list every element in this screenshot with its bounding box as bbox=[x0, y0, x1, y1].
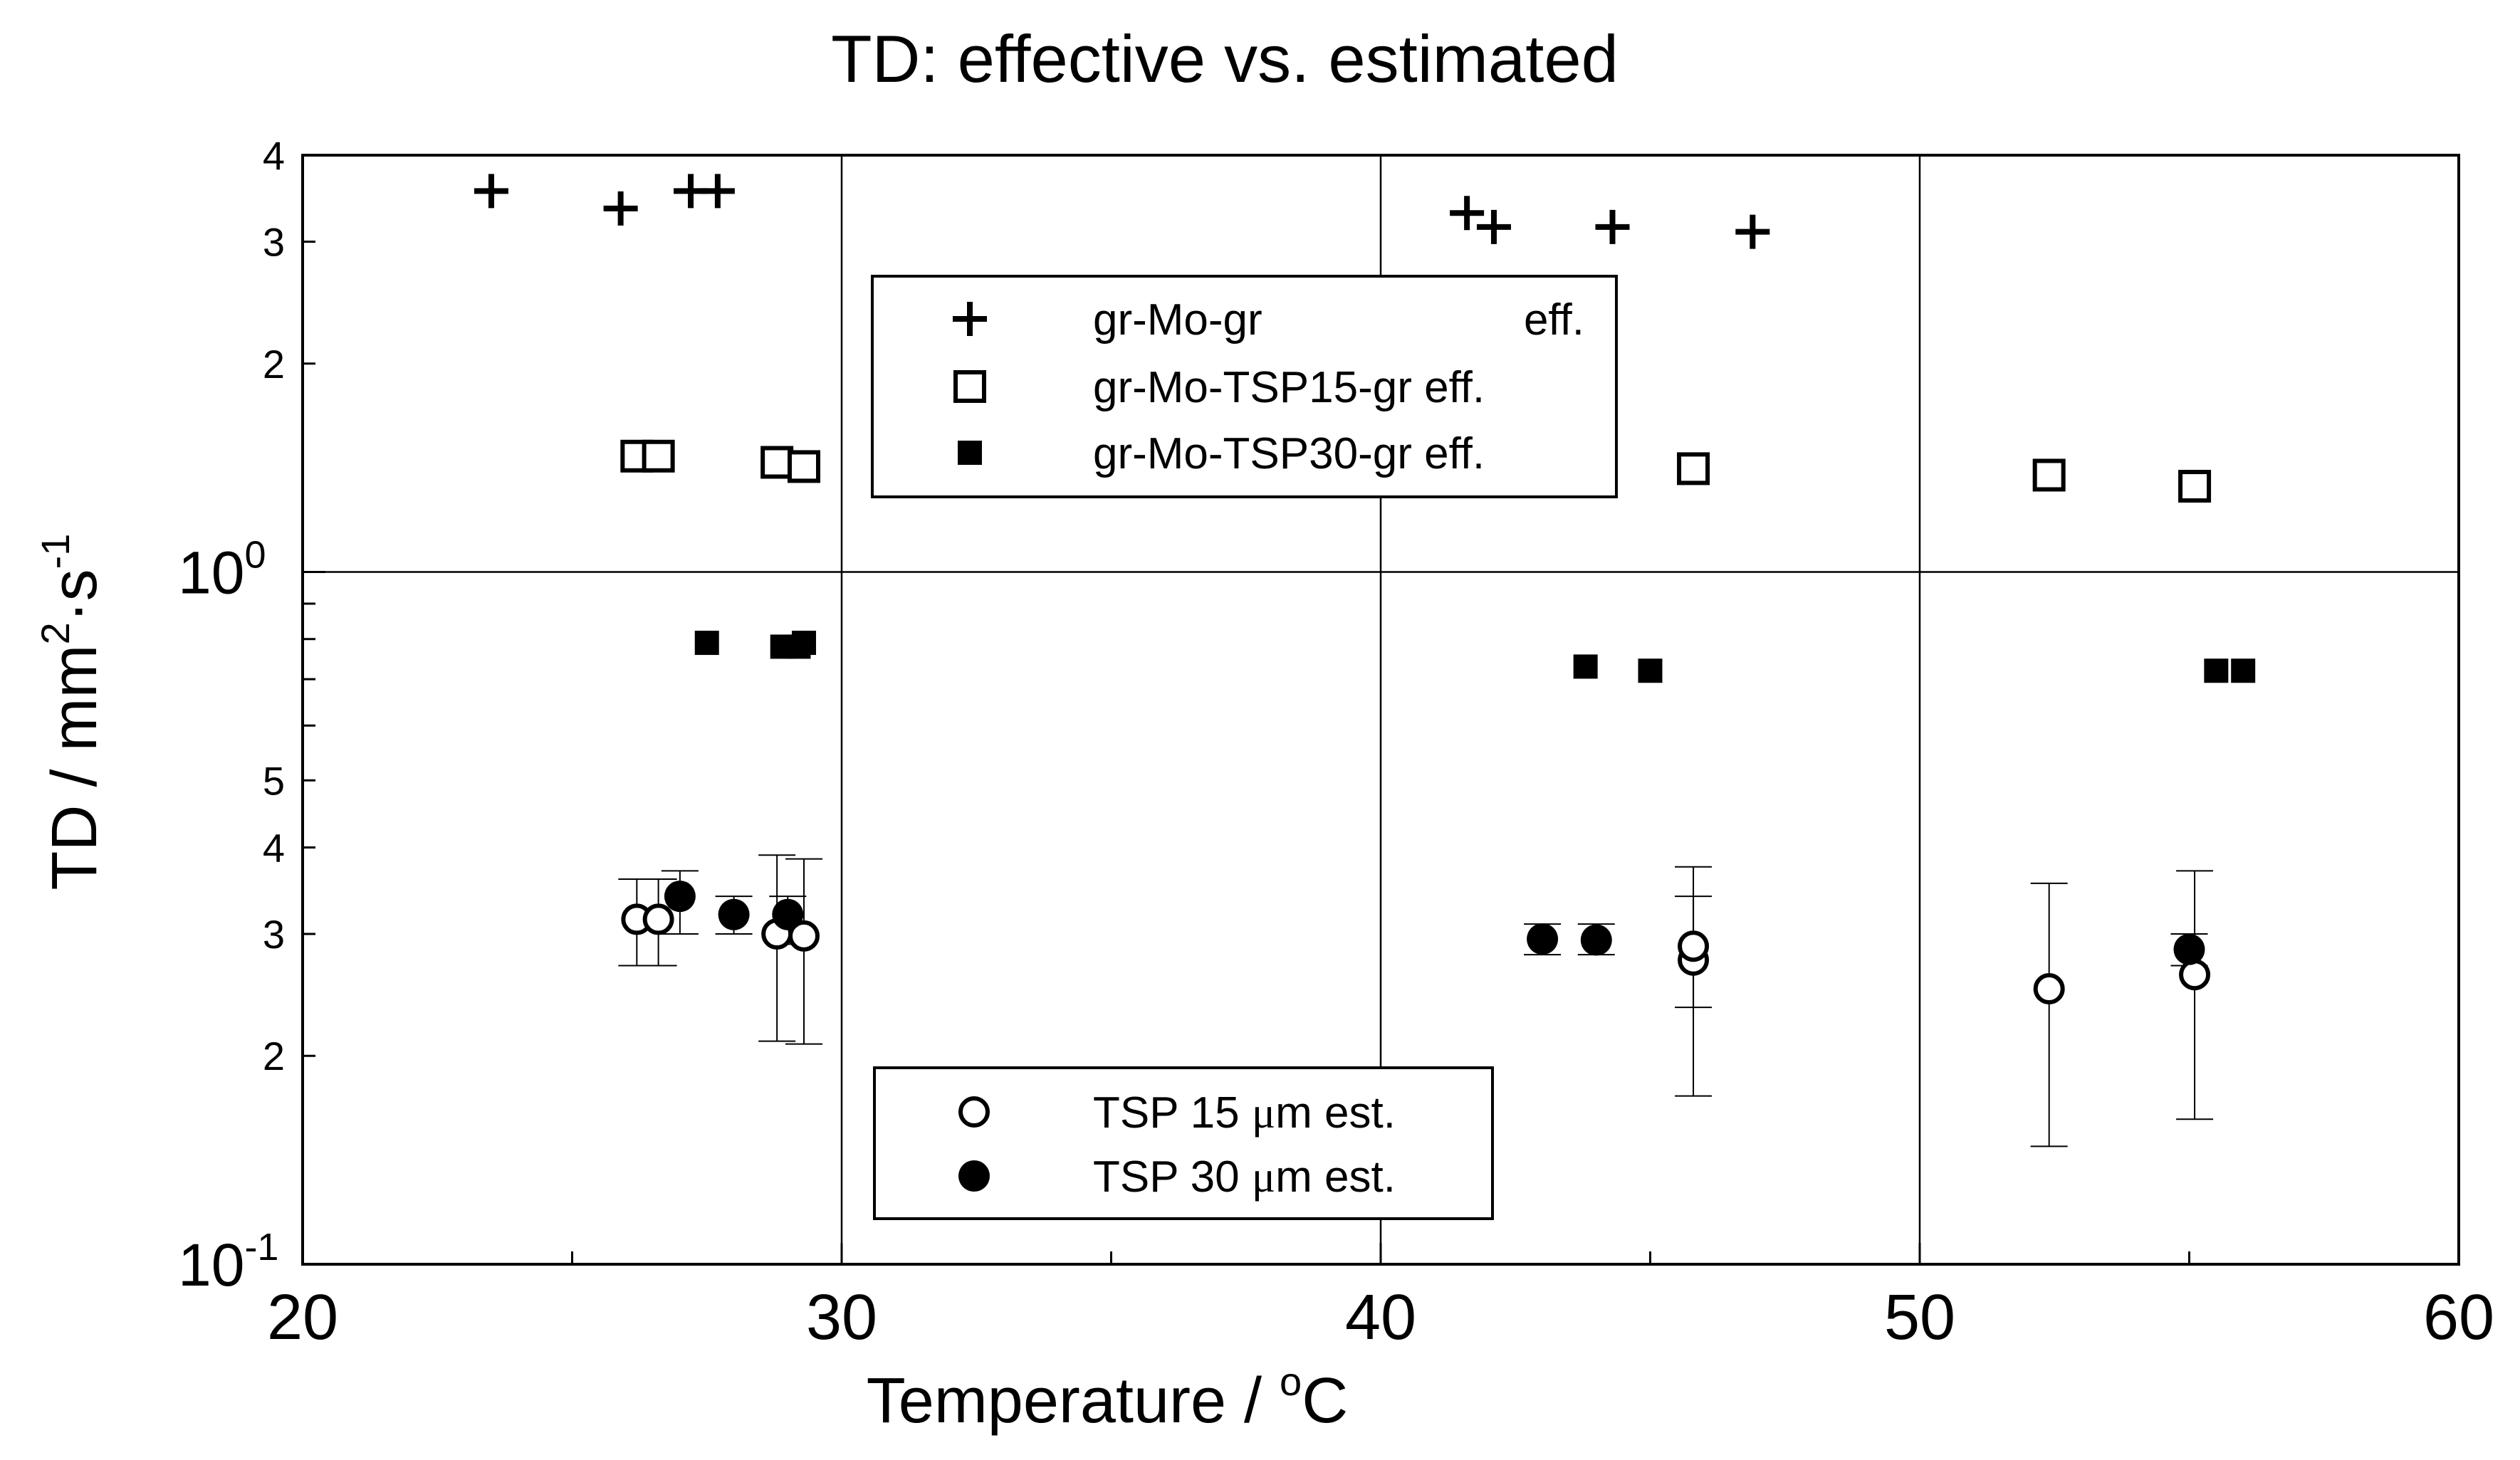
legend-label-suffix: eff. bbox=[1524, 295, 1584, 345]
y-tick-label: 4 bbox=[263, 825, 285, 870]
y-axis-label: TD / mm2·s-1 bbox=[33, 534, 110, 891]
legend-label: TSP 30 μm est. bbox=[1093, 1152, 1396, 1202]
x-tick-label: 30 bbox=[806, 1282, 877, 1353]
legend-upper-center: gr-Mo-gr eff. gr-Mo-TSP15-gr eff. gr-Mo-TSP… bbox=[871, 275, 1618, 498]
y-decade-exp: 0 bbox=[244, 534, 266, 577]
x-tick-label: 40 bbox=[1345, 1282, 1416, 1353]
legend-label: gr-Mo-TSP30-gr eff. bbox=[1093, 429, 1485, 478]
y-axis-label-sup2: -1 bbox=[33, 534, 78, 569]
data-point-filled-circle bbox=[772, 898, 804, 930]
data-point-open-square bbox=[2178, 470, 2212, 503]
y-decade-label: 10-1 bbox=[178, 1226, 278, 1298]
y-decade-base: 10 bbox=[178, 540, 244, 606]
data-point-filled-circle bbox=[1580, 924, 1612, 956]
data-point-open-circle bbox=[788, 920, 820, 952]
data-point-open-square bbox=[1677, 452, 1710, 485]
data-points bbox=[474, 174, 2256, 1005]
data-point-open-square bbox=[642, 439, 675, 473]
data-point-open-square bbox=[2032, 458, 2066, 492]
data-point-filled-circle bbox=[1527, 923, 1559, 955]
data-point-filled-square bbox=[792, 631, 817, 656]
data-point-filled-circle bbox=[718, 898, 750, 930]
data-point-plus bbox=[603, 191, 638, 226]
legend-box bbox=[871, 275, 1618, 498]
x-tick-label: 20 bbox=[267, 1282, 338, 1353]
y-tick-label: 2 bbox=[263, 342, 285, 387]
legend-marker-plus bbox=[953, 302, 987, 336]
data-point-filled-square bbox=[2231, 658, 2256, 683]
chart-title: TD: effective vs. estimated bbox=[831, 21, 1619, 96]
y-axis-label-sup1: 2 bbox=[33, 622, 78, 644]
y-decade-label: 100 bbox=[178, 534, 266, 606]
data-point-plus bbox=[1450, 196, 1485, 231]
y-tick-label: 2 bbox=[263, 1034, 285, 1078]
data-point-plus bbox=[700, 174, 735, 209]
y-axis-label-mid: ·s bbox=[39, 569, 110, 622]
data-point-open-circle bbox=[642, 903, 674, 935]
legend-label: TSP 15 μm est. bbox=[1093, 1088, 1396, 1138]
data-point-filled-square bbox=[1638, 658, 1663, 683]
legend-lower-center: TSP 15 μm est. TSP 30 μm est. bbox=[873, 1066, 1494, 1220]
x-tick-label: 60 bbox=[2423, 1282, 2494, 1353]
data-point-open-circle bbox=[1678, 930, 1710, 962]
y-tick-label: 4 bbox=[263, 133, 285, 178]
legend-box bbox=[873, 1066, 1494, 1220]
y-tick-label: 3 bbox=[263, 220, 285, 265]
data-point-plus bbox=[1735, 214, 1770, 249]
x-axis-label-main: Temperature / bbox=[867, 1365, 1280, 1437]
y-axis-label-main: TD / mm bbox=[39, 645, 110, 891]
legend-marker-filled-square bbox=[958, 441, 982, 465]
legends: gr-Mo-gr eff. gr-Mo-TSP15-gr eff. gr-Mo-TSP… bbox=[871, 275, 1618, 1220]
y-decade-base: 10 bbox=[178, 1231, 244, 1298]
data-point-filled-square bbox=[1573, 654, 1598, 679]
x-axis-label: Temperature / oC bbox=[867, 1359, 1348, 1437]
legend-label: gr-Mo-gr bbox=[1093, 295, 1262, 345]
data-point-filled-circle bbox=[664, 881, 696, 913]
data-point-open-circle bbox=[2179, 959, 2211, 991]
legend-marker-filled-circle bbox=[958, 1160, 990, 1192]
y-tick-label: 3 bbox=[263, 912, 285, 957]
data-point-open-square bbox=[760, 446, 794, 479]
y-tick-label: 5 bbox=[263, 758, 285, 803]
legend-marker-open-circle bbox=[958, 1096, 990, 1128]
y-decade-exp: -1 bbox=[244, 1226, 278, 1269]
x-axis-label-unit: C bbox=[1302, 1365, 1348, 1437]
legend-label: gr-Mo-TSP15-gr eff. bbox=[1093, 363, 1485, 412]
error-bar bbox=[2176, 870, 2214, 1120]
data-point-filled-circle bbox=[2173, 933, 2205, 965]
data-point-open-circle bbox=[2033, 973, 2065, 1005]
data-point-filled-square bbox=[2204, 658, 2229, 683]
x-axis-label-sup: o bbox=[1280, 1359, 1302, 1404]
legend-marker-open-square bbox=[953, 370, 986, 403]
data-point-plus bbox=[1595, 209, 1630, 244]
error-bar bbox=[2030, 882, 2068, 1147]
data-point-plus bbox=[1476, 209, 1511, 244]
data-point-filled-square bbox=[694, 631, 719, 656]
x-tick-label: 50 bbox=[1884, 1282, 1955, 1353]
data-point-plus bbox=[474, 174, 508, 209]
data-point-open-square bbox=[788, 450, 821, 483]
